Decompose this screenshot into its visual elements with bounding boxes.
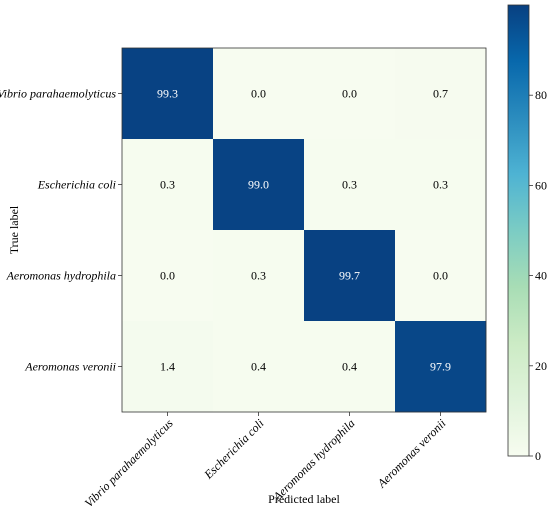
cell-value-label: 1.4 — [160, 360, 175, 374]
heatmap-cell — [122, 48, 214, 140]
cell-value-label: 99.0 — [248, 178, 269, 192]
heatmap-cell — [122, 230, 214, 322]
cell-value-label: 0.0 — [251, 87, 266, 101]
cell-value-label: 97.9 — [430, 360, 451, 374]
cell-value-label: 0.0 — [160, 269, 175, 283]
cell-value-label: 0.0 — [342, 87, 357, 101]
cell-value-label: 0.4 — [251, 360, 266, 374]
colorbar-tick-label: 60 — [535, 178, 547, 192]
y-tick-label: Aeromonas veronii — [24, 360, 116, 374]
x-tick-label: Escherichia coli — [201, 416, 267, 482]
heatmap-cell — [304, 139, 396, 231]
cell-value-label: 0.4 — [342, 360, 357, 374]
colorbar-tick-label: 20 — [535, 359, 547, 373]
cell-value-label: 0.3 — [160, 178, 175, 192]
heatmap-cell — [122, 321, 214, 413]
cell-value-label: 0.3 — [433, 178, 448, 192]
y-axis-ticks: Vibrio parahaemolyticus Escherichia coli A… — [0, 87, 122, 374]
cell-value-label: 99.7 — [339, 269, 360, 283]
cell-value-label: 0.3 — [251, 269, 266, 283]
heatmap-cell — [304, 230, 396, 322]
heatmap-cell — [395, 230, 487, 322]
plot-frame — [121, 47, 487, 413]
heatmap-cell — [213, 48, 305, 140]
heatmap-cell — [122, 139, 214, 231]
heatmap-cell — [213, 230, 305, 322]
x-axis-title: Predicted label — [268, 492, 340, 506]
cell-value-labels: 99.3 0.0 0.0 0.7 0.3 99.0 0.3 0.3 0.0 0.3 99.7 0.0 1… — [157, 87, 451, 374]
cell-value-label: 0.0 — [433, 269, 448, 283]
y-tick-label: Vibrio parahaemolyticus — [0, 87, 116, 101]
colorbar-ticks: 0 20 40 60 80 — [529, 88, 547, 463]
cell-value-label: 0.7 — [433, 87, 448, 101]
colorbar-tick-label: 40 — [535, 269, 547, 283]
x-tick-label: Vibrio parahaemolyticus — [82, 416, 176, 508]
x-tick-label: Aeromonas hydrophila — [270, 416, 358, 504]
heatmap-cell — [213, 139, 305, 231]
y-tick-label: Aeromonas hydrophila — [6, 269, 116, 283]
heatmap-cell — [395, 321, 487, 413]
colorbar-tick-label: 80 — [535, 88, 547, 102]
cell-value-label: 99.3 — [157, 87, 178, 101]
heatmap-cell — [395, 48, 487, 140]
y-tick-label: Escherichia coli — [37, 178, 116, 192]
heatmap-cell — [395, 139, 487, 231]
colorbar — [507, 4, 530, 457]
heatmap-cells — [122, 48, 487, 413]
cell-value-label: 0.3 — [342, 178, 357, 192]
x-tick-label: Aeromonas veronii — [374, 416, 449, 491]
y-axis-title: True label — [7, 205, 21, 254]
x-axis-ticks: Vibrio parahaemolyticus Escherichia coli A… — [82, 412, 449, 508]
colorbar-tick-label: 0 — [535, 449, 541, 463]
heatmap-cell — [304, 48, 396, 140]
heatmap-cell — [213, 321, 305, 413]
heatmap-cell — [304, 321, 396, 413]
